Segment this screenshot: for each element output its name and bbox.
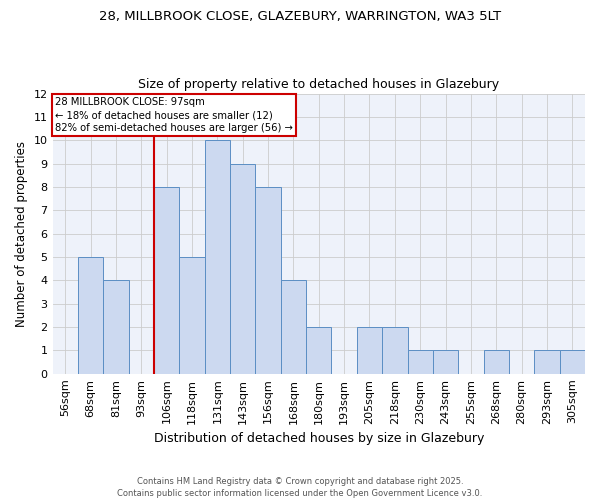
Text: Contains HM Land Registry data © Crown copyright and database right 2025.
Contai: Contains HM Land Registry data © Crown c… [118,476,482,498]
X-axis label: Distribution of detached houses by size in Glazebury: Distribution of detached houses by size … [154,432,484,445]
Bar [154,187,179,374]
Bar [103,280,128,374]
Text: 28, MILLBROOK CLOSE, GLAZEBURY, WARRINGTON, WA3 5LT: 28, MILLBROOK CLOSE, GLAZEBURY, WARRINGT… [99,10,501,23]
Bar [382,327,407,374]
Bar [256,187,281,374]
Bar [78,257,103,374]
Bar [407,350,433,374]
Y-axis label: Number of detached properties: Number of detached properties [15,140,28,326]
Bar [433,350,458,374]
Bar [281,280,306,374]
Bar [179,257,205,374]
Bar [306,327,331,374]
Bar [205,140,230,374]
Bar [484,350,509,374]
Bar [357,327,382,374]
Bar [230,164,256,374]
Text: 28 MILLBROOK CLOSE: 97sqm
← 18% of detached houses are smaller (12)
82% of semi-: 28 MILLBROOK CLOSE: 97sqm ← 18% of detac… [55,97,293,134]
Bar [534,350,560,374]
Title: Size of property relative to detached houses in Glazebury: Size of property relative to detached ho… [138,78,499,91]
Bar [560,350,585,374]
